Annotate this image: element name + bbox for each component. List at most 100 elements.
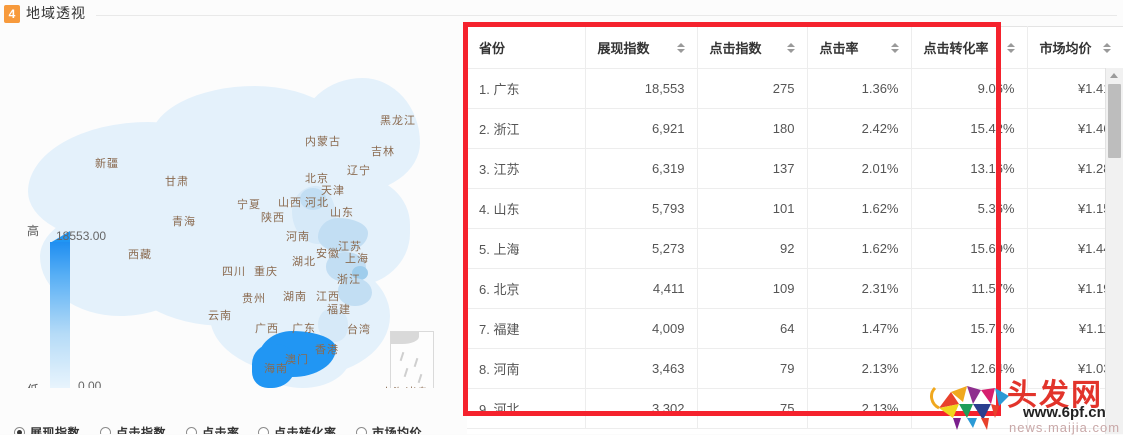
row-value-cell: 1.36% [807, 68, 912, 109]
row-province-cell: 5. 上海 [467, 228, 586, 269]
table-row[interactable]: 8. 河南 3,463 79 2.13% 12.64% ¥1.03 [467, 348, 1123, 389]
map-region-shape [300, 78, 420, 194]
legend-max-value: 18553.00 [56, 229, 107, 243]
scroll-up-arrow-icon[interactable] [1110, 73, 1118, 78]
radio-circle-icon[interactable] [258, 426, 269, 434]
row-value-cell: 92 [697, 228, 808, 269]
row-value-cell: 2.42% [807, 108, 912, 149]
section-header: 4 地域透视 [0, 0, 1123, 26]
row-value-cell: 75 [697, 388, 808, 429]
row-province-cell: 1. 广东 [467, 68, 586, 109]
radio-circle-icon[interactable] [186, 426, 197, 434]
china-map-panel[interactable]: 黑龙江 内蒙古 吉林 新疆 辽宁 甘肃 北京 天津 宁夏 山西 河北 青海 陕西 山东 河南 西藏 安徽 江苏 上海… [0, 26, 460, 434]
sort-toggle-icon[interactable] [890, 42, 899, 53]
radio-circle-icon[interactable] [356, 426, 367, 434]
map-province-label: 湖北 [292, 256, 316, 268]
map-province-label: 浙江 [337, 274, 361, 286]
map-province-label: 贵州 [242, 293, 266, 305]
inset-label: 南海诸岛 [381, 384, 429, 388]
row-province-cell: 6. 北京 [467, 268, 586, 309]
table-row[interactable]: 5. 上海 5,273 92 1.62% 15.69% ¥1.44 [467, 228, 1123, 269]
map-region-guangdong[interactable] [252, 344, 296, 388]
map-province-label: 黑龙江 [380, 115, 416, 127]
column-header-0: 省份 [467, 26, 586, 69]
sort-toggle-icon[interactable] [1006, 42, 1015, 53]
table-header-row: 省份 展现指数 点击指数 点击率 点击转化率 市场均价 [467, 26, 1123, 69]
row-value-cell: 275 [697, 68, 808, 109]
row-value-cell: 12.64% [911, 348, 1028, 389]
inset-dash-mark [413, 357, 419, 368]
scrollbar-thumb[interactable] [1108, 84, 1121, 158]
inset-dash-mark [417, 373, 423, 384]
row-value-cell: 3,463 [585, 348, 698, 389]
metric-radio-1[interactable]: 点击指数 [100, 422, 166, 434]
metric-radio-2[interactable]: 点击率 [186, 422, 240, 434]
metric-radio-label: 点击转化率 [274, 425, 337, 435]
sort-toggle-icon[interactable] [676, 42, 685, 53]
map-province-label: 福建 [327, 304, 351, 316]
map-province-label: 重庆 [254, 266, 278, 278]
column-header-2[interactable]: 点击指数 [697, 26, 808, 69]
column-header-4[interactable]: 点击转化率 [911, 26, 1028, 69]
row-value-cell: 1.62% [807, 228, 912, 269]
map-canvas[interactable]: 黑龙江 内蒙古 吉林 新疆 辽宁 甘肃 北京 天津 宁夏 山西 河北 青海 陕西 山东 河南 西藏 安徽 江苏 上海… [0, 26, 460, 388]
column-header-label: 点击率 [819, 41, 859, 56]
map-province-label: 新疆 [95, 158, 119, 170]
table-row[interactable]: 7. 福建 4,009 64 1.47% 15.71% ¥1.11 [467, 308, 1123, 349]
column-header-1[interactable]: 展现指数 [585, 26, 698, 69]
table-row[interactable]: 4. 山东 5,793 101 1.62% 5.36% ¥1.15 [467, 188, 1123, 229]
map-region-shanghai[interactable] [352, 266, 368, 280]
column-header-label: 展现指数 [597, 41, 650, 56]
column-header-label: 省份 [479, 41, 506, 56]
row-value-cell: 11.57% [911, 268, 1028, 309]
map-province-label: 江苏 [338, 241, 362, 253]
row-province-cell: 9. 河北 [467, 388, 586, 429]
row-value-cell: 6,921 [585, 108, 698, 149]
map-province-label: 云南 [208, 310, 232, 322]
map-province-label: 甘肃 [165, 176, 189, 188]
inset-landmass-shape [391, 332, 419, 344]
row-value-cell: 101 [697, 188, 808, 229]
legend-gradient-bar [50, 242, 70, 388]
column-header-3[interactable]: 点击率 [807, 26, 912, 69]
page-title: 地域透视 [26, 5, 86, 21]
map-region-beijing[interactable] [300, 188, 326, 210]
sort-toggle-icon[interactable] [786, 42, 795, 53]
row-value-cell: 2.13% [807, 388, 912, 429]
row-value-cell: 109 [697, 268, 808, 309]
table-row[interactable]: 6. 北京 4,411 109 2.31% 11.57% ¥1.19 [467, 268, 1123, 309]
metric-radio-0[interactable]: 展现指数 [14, 422, 80, 434]
column-header-label: 市场均价 [1039, 41, 1092, 56]
south-china-sea-inset [390, 331, 434, 388]
table-row[interactable]: 3. 江苏 6,319 137 2.01% 13.16% ¥1.28 [467, 148, 1123, 189]
radio-circle-icon[interactable] [100, 426, 111, 434]
metric-radio-3[interactable]: 点击转化率 [258, 422, 337, 434]
row-province-cell: 4. 山东 [467, 188, 586, 229]
section-number-badge: 4 [4, 5, 20, 23]
column-header-5[interactable]: 市场均价 [1027, 26, 1123, 69]
row-province-cell: 7. 福建 [467, 308, 586, 349]
province-data-table[interactable]: 省份 展现指数 点击指数 点击率 点击转化率 市场均价 1. 广东 18,553 275 1.3… [467, 26, 1123, 434]
map-province-label: 香港 [315, 344, 339, 356]
map-region-shandong[interactable] [318, 218, 368, 252]
row-value-cell: 79 [697, 348, 808, 389]
row-value-cell: 4,411 [585, 268, 698, 309]
map-province-label: 湖南 [283, 291, 307, 303]
table-row[interactable]: 9. 河北 3,302 75 2.13% [467, 388, 1123, 429]
map-province-label: 广西 [255, 323, 279, 335]
map-region-zhejiang[interactable] [338, 278, 372, 306]
legend-pointer-icon [50, 231, 70, 243]
metric-radio-group[interactable]: 展现指数 点击指数 点击率 点击转化率 市场均价 [0, 422, 460, 434]
table-scrollbar[interactable] [1105, 68, 1123, 434]
metric-radio-4[interactable]: 市场均价 [356, 422, 422, 434]
map-province-label: 安徽 [316, 248, 340, 260]
radio-circle-icon[interactable] [14, 426, 25, 434]
metric-radio-label: 市场均价 [372, 425, 423, 435]
inset-dash-mark [403, 367, 409, 378]
table-row[interactable]: 1. 广东 18,553 275 1.36% 9.06% ¥1.41 [467, 68, 1123, 109]
sort-toggle-icon[interactable] [1102, 42, 1111, 53]
table-row[interactable]: 2. 浙江 6,921 180 2.42% 15.42% ¥1.46 [467, 108, 1123, 149]
row-value-cell: 9.06% [911, 68, 1028, 109]
legend-min-value: 0.00 [78, 379, 102, 388]
